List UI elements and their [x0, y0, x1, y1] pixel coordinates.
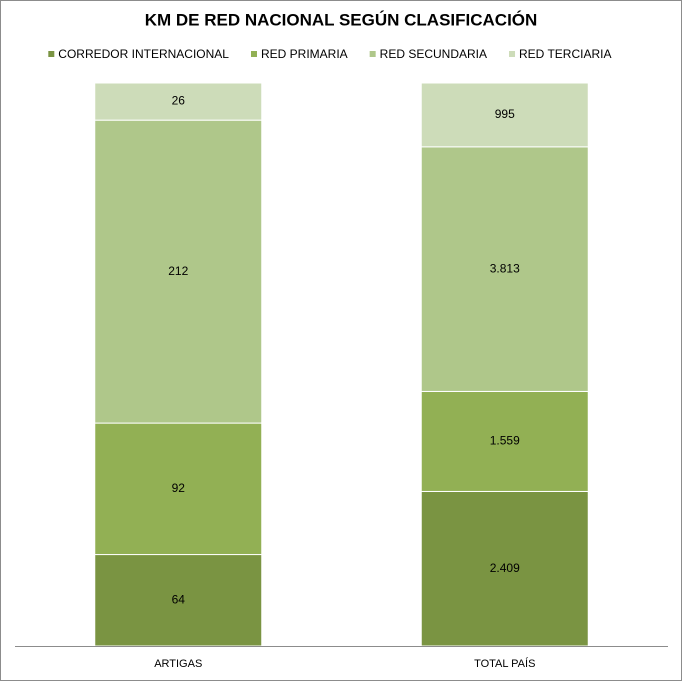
bar-segment: [420, 490, 589, 647]
bar-segment: [420, 82, 589, 148]
bar-segment: [94, 119, 263, 424]
legend-label: RED SECUNDARIA: [380, 47, 487, 61]
x-tick-label: TOTAL PAÍS: [474, 657, 535, 670]
legend-label: RED TERCIARIA: [519, 47, 611, 61]
data-label: 212: [168, 264, 188, 278]
legend-swatch: [250, 51, 257, 57]
bar-segment: [420, 390, 589, 492]
bar-segment: [94, 82, 263, 121]
legend-swatch: [509, 51, 516, 57]
chart-title: KM DE RED NACIONAL SEGÚN CLASIFICACIÓN: [145, 10, 538, 29]
legend-swatch: [48, 51, 55, 57]
legend-label: CORREDOR INTERNACIONAL: [58, 47, 229, 61]
data-label: 26: [172, 94, 186, 108]
legend-swatch: [369, 51, 376, 57]
bar-segment: [420, 146, 589, 392]
data-label: 64: [172, 592, 186, 606]
bar-segment: [94, 554, 263, 647]
x-tick-label: ARTIGAS: [154, 658, 202, 670]
data-label: 2.409: [490, 561, 520, 575]
data-label: 1.559: [490, 434, 520, 448]
data-label: 995: [495, 107, 515, 121]
data-label: 3.813: [490, 261, 520, 275]
data-label: 92: [172, 481, 186, 495]
legend-label: RED PRIMARIA: [261, 47, 348, 61]
